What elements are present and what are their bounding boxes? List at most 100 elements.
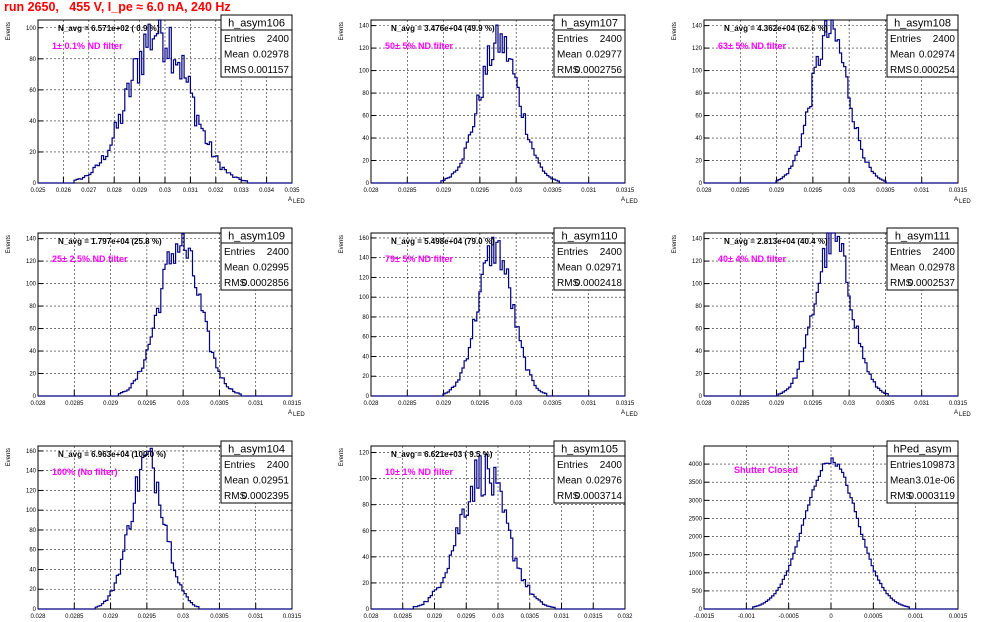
navg-label: N_avg = 4.362e+04 (62.6 %) bbox=[724, 24, 828, 33]
x-axis-label-subscript: LED bbox=[626, 199, 638, 205]
histogram-name: h_asym106 bbox=[228, 18, 285, 30]
x-tick-label: 0.0315 bbox=[283, 401, 302, 407]
navg-label: N_avg = 2.813e+04 (40.4 %) bbox=[724, 237, 828, 246]
y-tick-label: 0 bbox=[699, 607, 703, 613]
y-axis-label: Events bbox=[672, 235, 678, 253]
x-tick-label: 0.0295 bbox=[804, 188, 823, 194]
navg-label: N_avg = 3.476e+04 (49.9 %) bbox=[391, 24, 495, 33]
y-axis-label: Events bbox=[6, 22, 12, 40]
filter-label: 10± 1% ND filter bbox=[385, 467, 453, 477]
stats-value: 0.001157 bbox=[248, 65, 289, 76]
y-tick-label: 20 bbox=[695, 159, 702, 165]
navg-label: N_avg = 1.797e+04 (25.8 %) bbox=[58, 237, 162, 246]
stats-value: 0.0003714 bbox=[575, 491, 623, 502]
x-tick-label: 0.029 bbox=[436, 401, 452, 407]
y-tick-label: 140 bbox=[26, 469, 37, 475]
x-tick-label: 0.032 bbox=[208, 188, 224, 194]
y-axis-label: Events bbox=[6, 235, 12, 253]
y-tick-label: 500 bbox=[692, 589, 703, 595]
x-tick-label: 0.03 bbox=[510, 188, 522, 194]
stats-label: RMS bbox=[890, 491, 913, 502]
x-tick-label: 0.0295 bbox=[804, 401, 823, 407]
x-tick-label: 0.031 bbox=[914, 401, 930, 407]
y-tick-label: 3000 bbox=[689, 498, 703, 504]
plot-frame bbox=[370, 232, 626, 397]
x-tick-label: 0.001 bbox=[908, 614, 924, 620]
x-tick-label: 0.03 bbox=[159, 188, 171, 194]
y-tick-label: 0 bbox=[366, 181, 370, 187]
stats-box bbox=[220, 440, 293, 504]
histogram-name: h_asym107 bbox=[561, 18, 618, 30]
x-tick-label: 0.0315 bbox=[616, 401, 635, 407]
x-tick-label: 0.028 bbox=[363, 401, 379, 407]
x-tick-label: 0.0305 bbox=[876, 401, 895, 407]
stats-label: Mean bbox=[557, 263, 582, 274]
histogram-line bbox=[371, 236, 625, 397]
x-tick-label: 0.028 bbox=[363, 614, 379, 620]
y-tick-label: 20 bbox=[29, 372, 36, 378]
histogram-panel-hPed_asym: -0.0015 -0.001 -0.0005 0 0.0005 0.001 0.0015 0 5… bbox=[689, 440, 968, 620]
histogram-panel-h_asym104: 0.028 0.0285 0.029 0.0295 0.03 0.0305 0.031 0.0… bbox=[6, 440, 302, 620]
histogram-line bbox=[704, 232, 958, 397]
x-axis-label-subscript: LED bbox=[293, 412, 305, 418]
x-tick-label: 0.035 bbox=[284, 188, 300, 194]
stats-value: 0.000254 bbox=[913, 65, 955, 76]
navg-label: N_avg = 6.571e+02 ( 0.9 %) bbox=[58, 24, 160, 33]
stats-value: 0.0002856 bbox=[242, 278, 290, 289]
x-axis-label: A bbox=[954, 197, 958, 203]
histogram-line bbox=[704, 19, 958, 184]
y-tick-label: 20 bbox=[362, 374, 369, 380]
stats-value: 0.02976 bbox=[586, 476, 623, 487]
plot-frame bbox=[37, 232, 293, 397]
x-tick-label: 0.0285 bbox=[394, 614, 413, 620]
stats-value: 2400 bbox=[933, 34, 956, 45]
x-tick-label: 0.0295 bbox=[138, 614, 157, 620]
y-axis-label: Events bbox=[339, 22, 345, 40]
stats-label: RMS bbox=[224, 491, 247, 502]
x-tick-label: 0.029 bbox=[436, 188, 452, 194]
histogram-line bbox=[38, 447, 292, 610]
x-tick-label: 0.03 bbox=[843, 401, 855, 407]
filter-label: 79± 5% ND filter bbox=[385, 254, 453, 264]
x-tick-label: 0.029 bbox=[103, 614, 119, 620]
stats-label: RMS bbox=[224, 65, 247, 76]
stats-label: Mean bbox=[557, 476, 582, 487]
x-tick-label: 0.0315 bbox=[949, 188, 968, 194]
stats-label: Entries bbox=[224, 34, 255, 45]
y-tick-label: 20 bbox=[29, 150, 36, 156]
x-tick-label: 0.0305 bbox=[876, 188, 895, 194]
plot-frame bbox=[37, 445, 293, 610]
histogram-panel-h_asym108: 0.028 0.0285 0.029 0.0295 0.03 0.0305 0.031 0.0… bbox=[672, 14, 971, 205]
stats-value: 3.01e-06 bbox=[916, 476, 956, 487]
stats-label: Entries bbox=[890, 247, 921, 258]
stats-label: RMS bbox=[890, 278, 913, 289]
histogram-name: h_asym109 bbox=[228, 231, 285, 243]
y-tick-label: 60 bbox=[362, 529, 369, 535]
y-tick-label: 80 bbox=[29, 304, 36, 310]
y-tick-label: 0 bbox=[33, 394, 37, 400]
x-axis-label: A bbox=[954, 410, 958, 416]
x-tick-label: 0.03 bbox=[510, 401, 522, 407]
y-tick-label: 120 bbox=[359, 275, 370, 281]
y-tick-label: 0 bbox=[699, 394, 703, 400]
x-axis-label-subscript: LED bbox=[959, 199, 971, 205]
stats-label: RMS bbox=[890, 65, 913, 76]
x-tick-label: 0.0005 bbox=[864, 614, 883, 620]
stats-value: 0.02974 bbox=[919, 50, 956, 61]
x-tick-label: 0.025 bbox=[30, 188, 46, 194]
y-tick-label: 60 bbox=[29, 548, 36, 554]
y-tick-label: 80 bbox=[29, 57, 36, 63]
histogram-panel-h_asym105: 0.028 0.0285 0.029 0.0295 0.03 0.0305 0.031 0.0… bbox=[339, 440, 633, 620]
stats-label: Entries bbox=[890, 34, 921, 45]
stats-label: RMS bbox=[557, 65, 580, 76]
x-axis-label: A bbox=[288, 197, 292, 203]
histogram-name: h_asym111 bbox=[895, 231, 950, 243]
x-tick-label: 0.029 bbox=[103, 401, 119, 407]
y-tick-label: 0 bbox=[366, 394, 370, 400]
x-tick-label: 0.03 bbox=[843, 188, 855, 194]
x-tick-label: 0.031 bbox=[581, 188, 597, 194]
x-tick-label: 0.034 bbox=[259, 188, 275, 194]
plot-frame bbox=[370, 19, 626, 184]
histogram-panel-h_asym109: 0.028 0.0285 0.029 0.0295 0.03 0.0305 0.031 0.0… bbox=[6, 227, 305, 418]
